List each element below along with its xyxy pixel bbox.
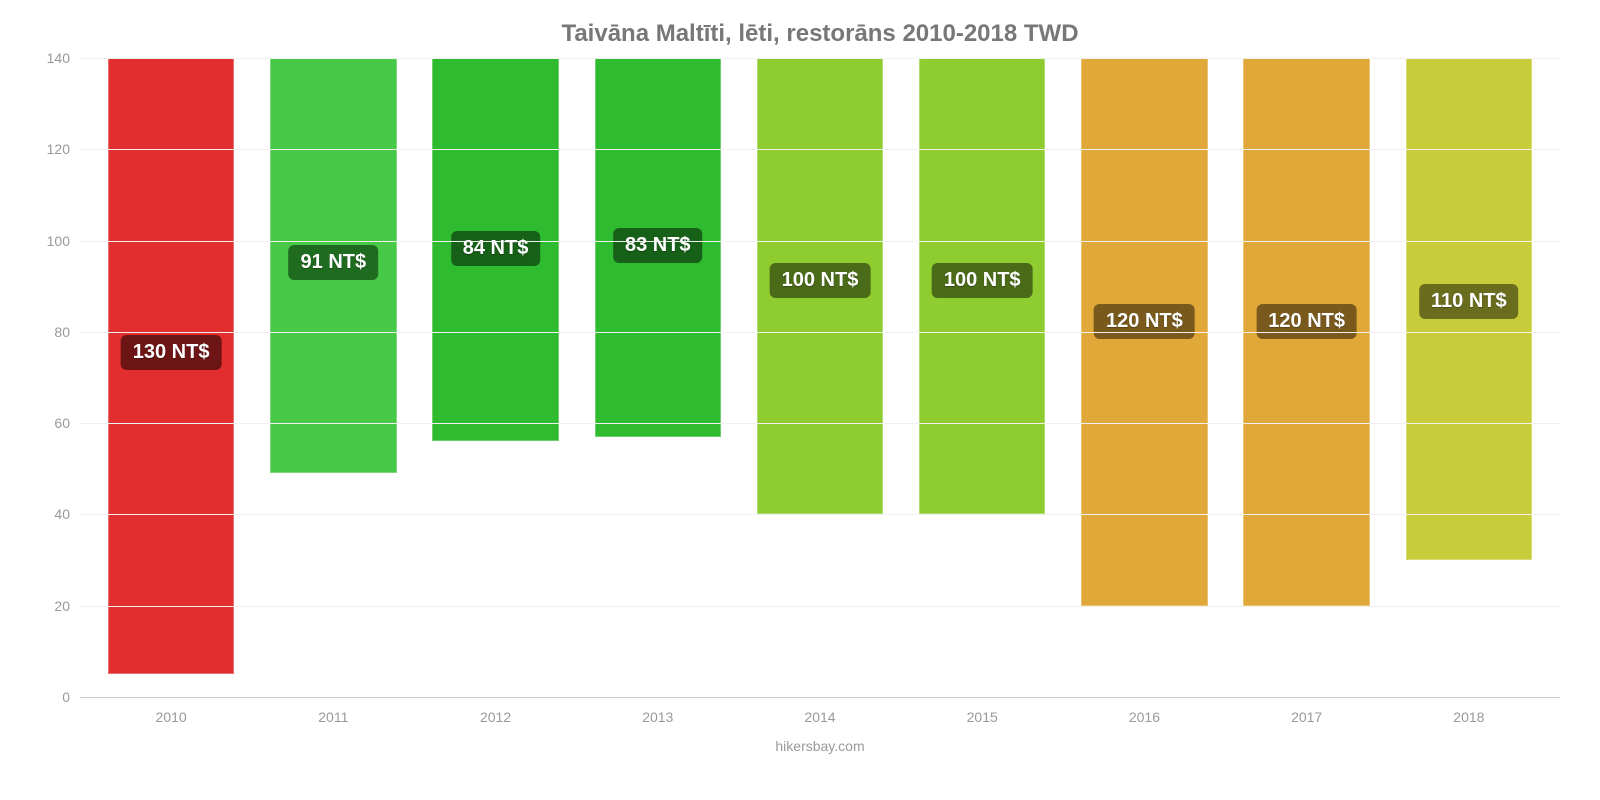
x-tick-label: 2015 [967, 709, 998, 725]
bar-value-label: 84 NT$ [451, 231, 541, 266]
bar-value-label: 130 NT$ [121, 335, 222, 370]
chart-container: Taivāna Maltīti, lēti, restorāns 2010-20… [0, 0, 1600, 800]
bar-slot: 110 NT$2018 [1388, 58, 1550, 697]
gridline [80, 241, 1560, 242]
bar-slot: 130 NT$2010 [90, 58, 252, 697]
bar-value-label: 110 NT$ [1419, 284, 1519, 319]
plot-area: 130 NT$201091 NT$201184 NT$201283 NT$201… [80, 58, 1560, 698]
x-tick-label: 2018 [1453, 709, 1484, 725]
bar-value-label: 120 NT$ [1256, 304, 1357, 339]
footer-text: hikersbay.com [80, 738, 1560, 754]
bar-slot: 84 NT$2012 [414, 58, 576, 697]
x-tick-label: 2011 [318, 709, 348, 725]
gridline [80, 58, 1560, 59]
bar-value-label: 100 NT$ [770, 263, 871, 298]
gridline [80, 149, 1560, 150]
bar: 83 NT$ [595, 58, 722, 437]
y-tick-label: 80 [54, 324, 70, 340]
bar-value-label: 100 NT$ [932, 263, 1033, 298]
gridline [80, 332, 1560, 333]
bar-slot: 100 NT$2014 [739, 58, 901, 697]
chart-title: Taivāna Maltīti, lēti, restorāns 2010-20… [80, 20, 1560, 48]
y-tick-label: 140 [47, 50, 70, 66]
bars-group: 130 NT$201091 NT$201184 NT$201283 NT$201… [80, 58, 1560, 697]
bar: 100 NT$ [919, 58, 1046, 514]
bar: 130 NT$ [108, 58, 235, 674]
gridline [80, 514, 1560, 515]
bar: 100 NT$ [757, 58, 884, 514]
x-tick-label: 2014 [804, 709, 835, 725]
bar-value-label: 83 NT$ [613, 228, 703, 263]
y-tick-label: 60 [54, 415, 70, 431]
gridline [80, 606, 1560, 607]
bar-slot: 120 NT$2017 [1226, 58, 1388, 697]
y-tick-label: 120 [47, 141, 70, 157]
x-tick-label: 2012 [480, 709, 511, 725]
y-tick-label: 40 [54, 506, 70, 522]
x-tick-label: 2017 [1291, 709, 1322, 725]
bar: 110 NT$ [1406, 58, 1533, 560]
x-tick-label: 2016 [1129, 709, 1160, 725]
bar-value-label: 120 NT$ [1094, 304, 1195, 339]
y-tick-label: 20 [54, 598, 70, 614]
bar-slot: 100 NT$2015 [901, 58, 1063, 697]
bar: 84 NT$ [432, 58, 559, 441]
bar-slot: 120 NT$2016 [1063, 58, 1225, 697]
gridline [80, 423, 1560, 424]
x-tick-label: 2013 [642, 709, 673, 725]
bar-value-label: 91 NT$ [289, 245, 379, 280]
y-tick-label: 100 [47, 233, 70, 249]
y-tick-label: 0 [62, 689, 70, 705]
bar-slot: 83 NT$2013 [577, 58, 739, 697]
bar: 91 NT$ [270, 58, 397, 473]
x-tick-label: 2010 [156, 709, 187, 725]
bar-slot: 91 NT$2011 [252, 58, 414, 697]
